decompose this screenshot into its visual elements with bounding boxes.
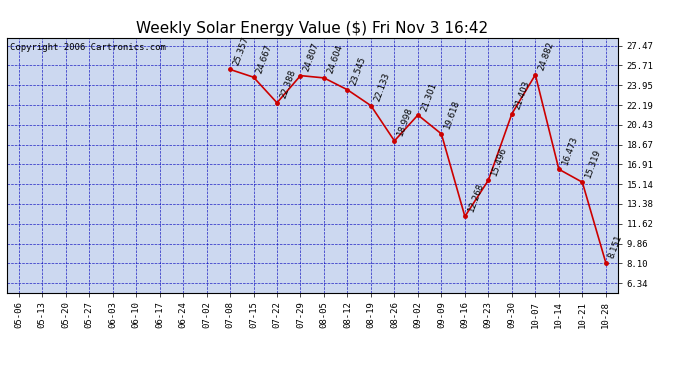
Text: 24.604: 24.604 bbox=[326, 44, 344, 75]
Text: 22.388: 22.388 bbox=[278, 69, 297, 100]
Text: 21.403: 21.403 bbox=[513, 80, 532, 111]
Text: 24.667: 24.667 bbox=[255, 43, 274, 74]
Text: 15.496: 15.496 bbox=[490, 146, 509, 177]
Text: 22.133: 22.133 bbox=[373, 72, 391, 103]
Text: 24.882: 24.882 bbox=[537, 40, 555, 72]
Text: 19.618: 19.618 bbox=[443, 100, 462, 131]
Text: 15.319: 15.319 bbox=[584, 148, 602, 179]
Text: 25.357: 25.357 bbox=[231, 35, 250, 67]
Text: 8.151: 8.151 bbox=[607, 234, 624, 260]
Text: Copyright 2006 Cartronics.com: Copyright 2006 Cartronics.com bbox=[10, 43, 166, 52]
Text: 24.807: 24.807 bbox=[302, 42, 321, 73]
Text: 12.268: 12.268 bbox=[466, 182, 485, 214]
Text: 18.998: 18.998 bbox=[396, 107, 415, 138]
Text: 16.473: 16.473 bbox=[560, 135, 579, 166]
Text: 23.545: 23.545 bbox=[349, 56, 368, 87]
Title: Weekly Solar Energy Value ($) Fri Nov 3 16:42: Weekly Solar Energy Value ($) Fri Nov 3 … bbox=[136, 21, 489, 36]
Text: 21.301: 21.301 bbox=[420, 81, 438, 112]
